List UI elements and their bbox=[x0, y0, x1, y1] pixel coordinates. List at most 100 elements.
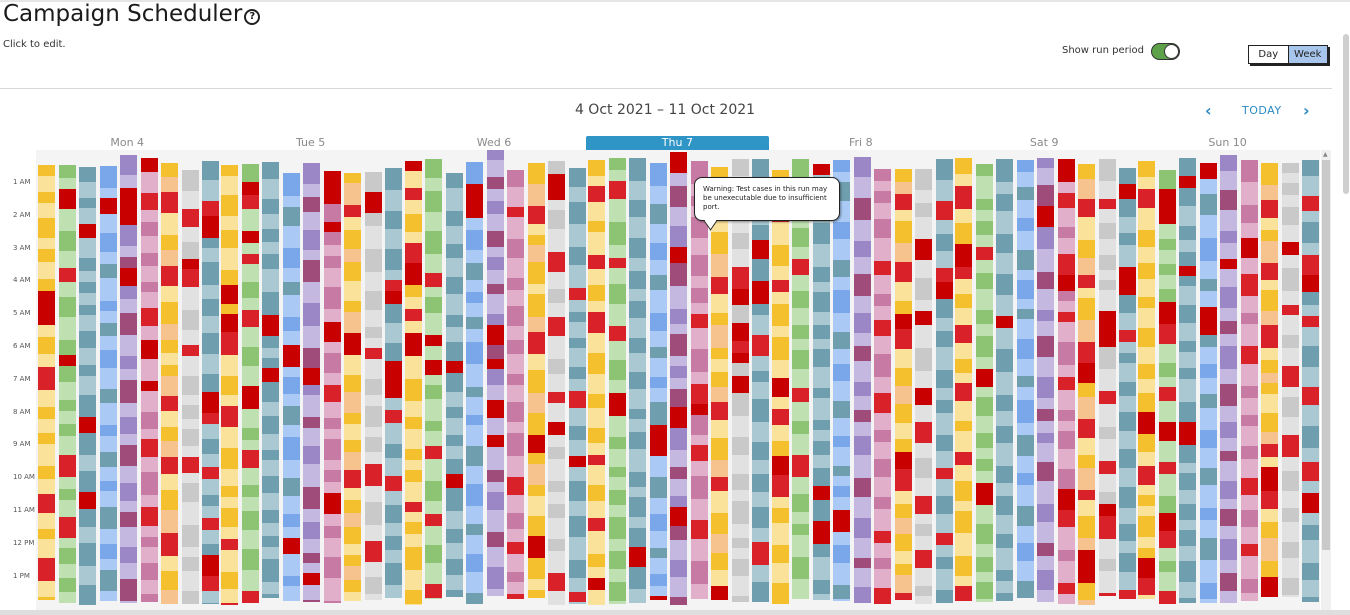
run-bar[interactable] bbox=[792, 159, 810, 599]
run-bar[interactable] bbox=[1199, 163, 1217, 603]
day-header[interactable]: Fri 8 bbox=[848, 136, 873, 149]
run-bar[interactable] bbox=[1016, 160, 1034, 598]
run-bar[interactable] bbox=[853, 157, 871, 603]
run-bar[interactable] bbox=[58, 165, 76, 603]
run-bar[interactable] bbox=[1302, 160, 1320, 602]
run-bar[interactable] bbox=[588, 160, 606, 605]
run-bar[interactable] bbox=[181, 170, 199, 604]
run-segment bbox=[608, 601, 626, 604]
bottom-scrollbar[interactable] bbox=[0, 610, 1350, 615]
run-bar[interactable] bbox=[955, 158, 972, 601]
run-bar[interactable] bbox=[1261, 163, 1279, 597]
day-header[interactable]: Sat 9 bbox=[1029, 136, 1059, 149]
run-bar[interactable] bbox=[629, 158, 647, 603]
run-bar[interactable] bbox=[282, 173, 300, 601]
chevron-left-icon[interactable]: ‹ bbox=[1205, 101, 1212, 120]
today-button[interactable]: TODAY bbox=[1242, 104, 1282, 117]
run-bar[interactable] bbox=[874, 169, 892, 604]
run-bar[interactable] bbox=[915, 169, 933, 604]
run-bar[interactable] bbox=[364, 172, 382, 600]
run-bar[interactable] bbox=[731, 159, 749, 602]
run-bar[interactable] bbox=[935, 159, 953, 603]
run-bar[interactable] bbox=[445, 173, 463, 597]
run-bar[interactable] bbox=[771, 170, 789, 604]
run-bar[interactable] bbox=[894, 169, 912, 600]
run-bar[interactable] bbox=[1037, 158, 1054, 602]
run-bar[interactable] bbox=[1098, 159, 1116, 596]
run-bar[interactable] bbox=[1078, 164, 1095, 605]
run-segment bbox=[527, 294, 545, 317]
run-segment bbox=[1016, 187, 1034, 200]
run-bar[interactable] bbox=[690, 161, 708, 599]
grid-scrollbar[interactable]: ▲ bbox=[1321, 150, 1331, 610]
schedule-grid[interactable] bbox=[36, 150, 1320, 610]
run-bar[interactable] bbox=[241, 164, 259, 603]
run-segment bbox=[935, 557, 953, 569]
run-bar[interactable] bbox=[79, 167, 96, 605]
day-header[interactable]: Wed 6 bbox=[476, 136, 512, 149]
run-segment bbox=[262, 162, 280, 179]
run-bar[interactable] bbox=[303, 163, 321, 602]
run-segment bbox=[975, 483, 993, 505]
run-segment bbox=[202, 530, 219, 544]
question-circle-icon[interactable]: ? bbox=[244, 9, 261, 25]
run-bar[interactable] bbox=[568, 168, 586, 604]
run-bar[interactable] bbox=[202, 161, 219, 604]
run-bar[interactable] bbox=[1057, 159, 1075, 604]
run-bar[interactable] bbox=[752, 159, 770, 602]
run-bar[interactable] bbox=[608, 158, 626, 604]
run-bar[interactable] bbox=[466, 162, 484, 604]
run-bar[interactable] bbox=[1179, 158, 1197, 603]
run-segment bbox=[385, 458, 403, 476]
run-segment bbox=[833, 476, 851, 486]
day-header[interactable]: Thu 7 bbox=[586, 136, 769, 150]
page-scrollbar[interactable] bbox=[1343, 34, 1349, 194]
run-bar[interactable] bbox=[385, 168, 403, 598]
view-day-button[interactable]: Day bbox=[1258, 49, 1279, 60]
grid-scroll-thumb[interactable] bbox=[1322, 160, 1330, 550]
run-bar[interactable] bbox=[711, 167, 729, 600]
run-bar[interactable] bbox=[548, 161, 566, 605]
run-bar[interactable] bbox=[425, 159, 443, 599]
run-bar[interactable] bbox=[120, 155, 137, 603]
run-bar[interactable] bbox=[221, 165, 239, 605]
run-segment bbox=[323, 322, 341, 342]
run-bar[interactable] bbox=[344, 173, 362, 601]
run-bar[interactable] bbox=[38, 165, 55, 600]
view-week-button[interactable]: Week bbox=[1287, 46, 1327, 63]
run-segment bbox=[140, 210, 158, 222]
run-bar[interactable] bbox=[404, 161, 422, 605]
day-header[interactable]: Sun 10 bbox=[1208, 136, 1247, 149]
run-bar[interactable] bbox=[1281, 163, 1299, 597]
run-segment bbox=[38, 433, 55, 444]
run-bar[interactable] bbox=[486, 150, 504, 596]
run-segment bbox=[79, 258, 96, 271]
run-bar[interactable] bbox=[507, 170, 525, 599]
run-bar[interactable] bbox=[1158, 170, 1176, 604]
run-bar[interactable] bbox=[323, 171, 341, 603]
run-bar[interactable] bbox=[527, 163, 545, 598]
run-bar[interactable] bbox=[1119, 168, 1136, 599]
run-segment bbox=[1302, 563, 1320, 580]
chevron-right-icon[interactable]: › bbox=[1303, 101, 1310, 120]
run-segment bbox=[955, 343, 972, 359]
run-bar[interactable] bbox=[833, 160, 851, 601]
day-header[interactable]: Mon 4 bbox=[110, 136, 145, 149]
run-bar[interactable] bbox=[1240, 160, 1258, 601]
scroll-up-icon[interactable]: ▲ bbox=[1323, 151, 1328, 158]
run-bar[interactable] bbox=[1138, 161, 1156, 599]
run-bar[interactable] bbox=[140, 158, 158, 602]
show-run-period-toggle[interactable] bbox=[1151, 43, 1180, 60]
run-bar[interactable] bbox=[812, 164, 830, 600]
day-header[interactable]: Tue 5 bbox=[295, 136, 326, 149]
run-bar[interactable] bbox=[996, 159, 1013, 601]
run-bar[interactable] bbox=[1220, 155, 1238, 603]
run-segment bbox=[323, 268, 341, 287]
run-bar[interactable] bbox=[670, 152, 688, 605]
run-bar[interactable] bbox=[99, 166, 117, 601]
run-bar[interactable] bbox=[262, 162, 280, 598]
run-bar[interactable] bbox=[649, 163, 667, 600]
run-segment bbox=[1037, 590, 1054, 602]
run-bar[interactable] bbox=[975, 164, 993, 602]
run-bar[interactable] bbox=[161, 163, 178, 604]
